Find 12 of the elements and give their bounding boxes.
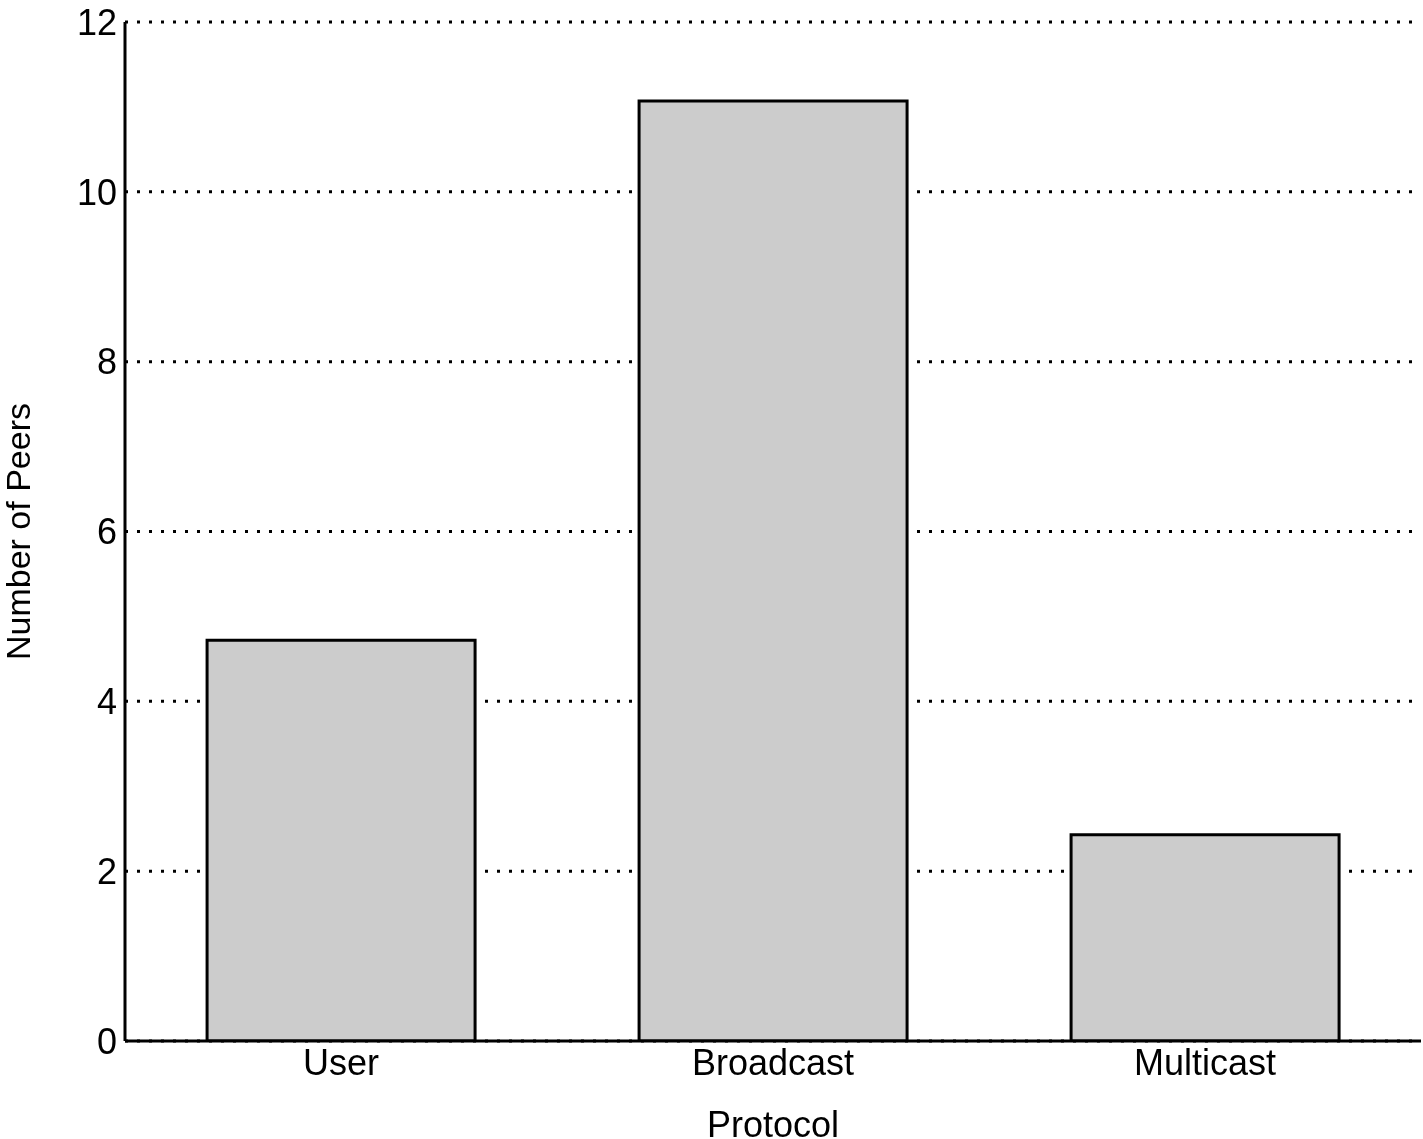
x-tick-label: User — [302, 1041, 380, 1083]
y-tick-label: 6 — [96, 511, 117, 553]
y-tick-label: 10 — [76, 171, 117, 213]
y-tick-label: 0 — [96, 1020, 117, 1062]
y-tick-label: 8 — [96, 341, 117, 383]
y-tick-label: 12 — [76, 1, 117, 43]
y-tick-label: 2 — [96, 850, 117, 892]
x-tick-label: Multicast — [1133, 1041, 1277, 1083]
x-axis-title: Protocol — [706, 1104, 840, 1139]
y-tick-label: 4 — [96, 681, 117, 723]
y-axis-title: Number of Peers — [0, 403, 38, 660]
x-tick-label: Broadcast — [691, 1041, 855, 1083]
